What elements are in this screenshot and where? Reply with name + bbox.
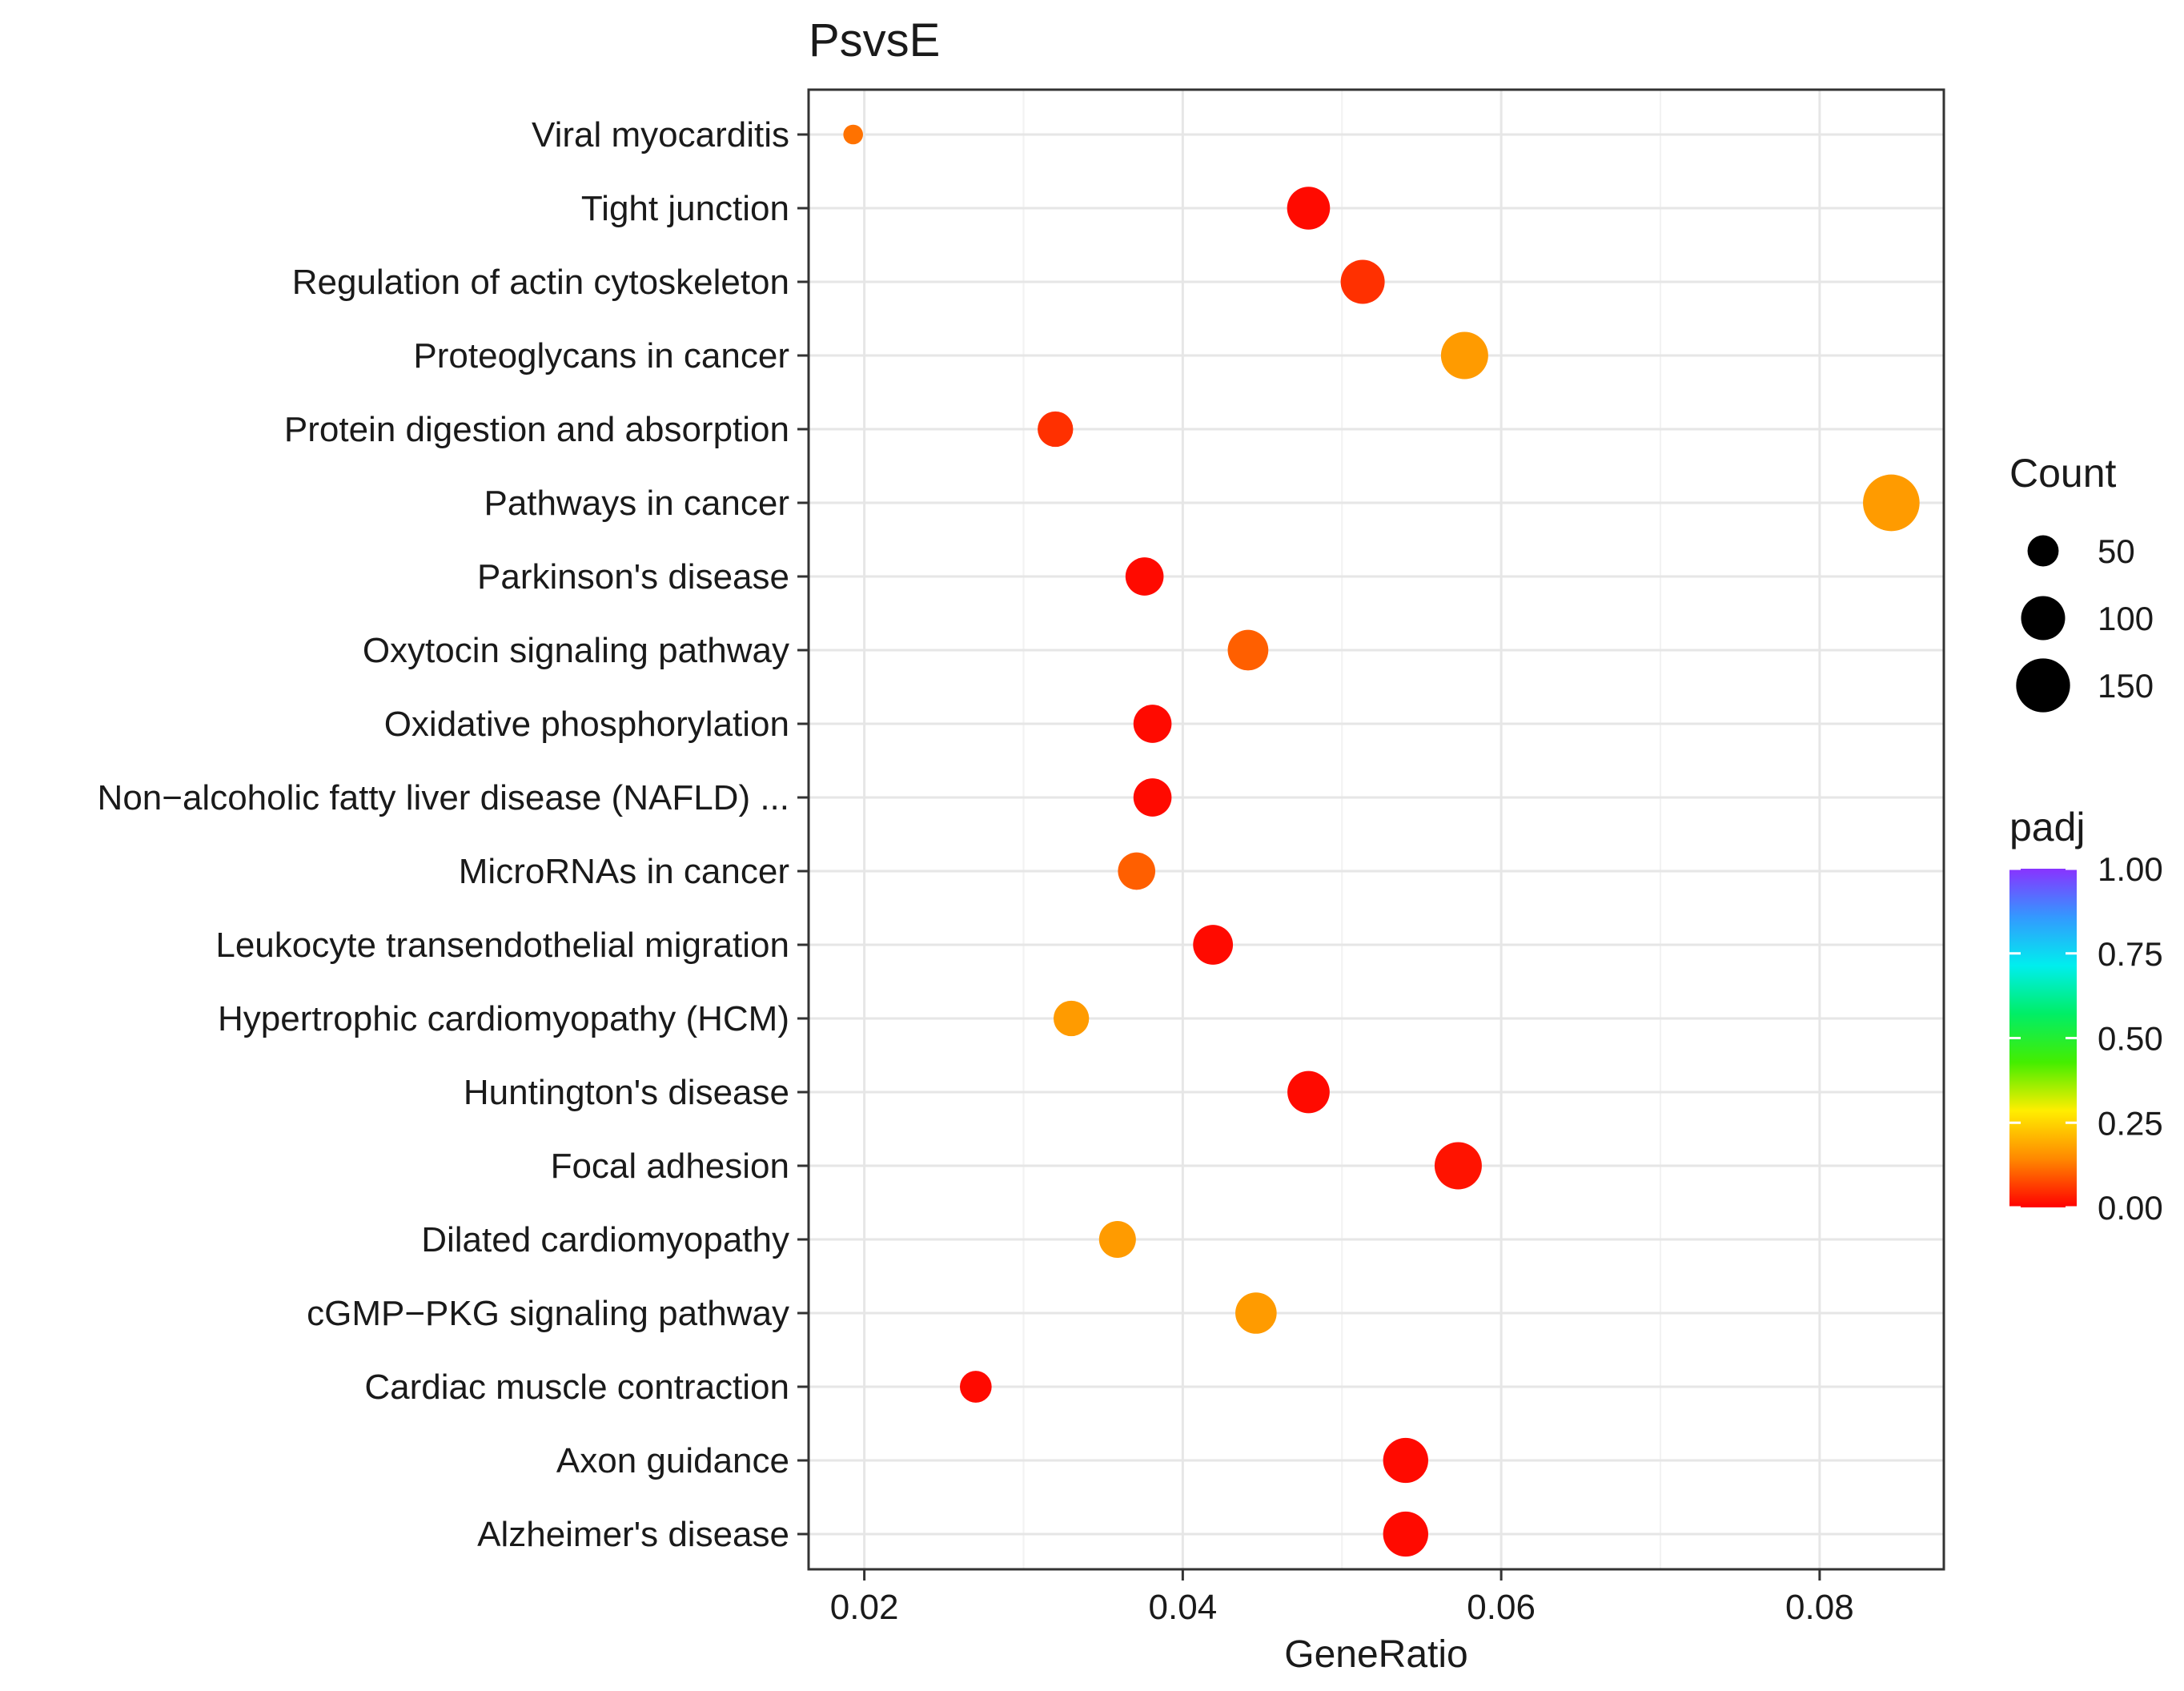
- y-tick-label: Protein digestion and absorption: [284, 410, 789, 449]
- size-legend-key: [2027, 535, 2059, 567]
- y-tick-label: Non−alcoholic fatty liver disease (NAFLD…: [98, 778, 789, 817]
- color-legend-title: padj: [2009, 805, 2086, 850]
- data-point: [1193, 925, 1234, 965]
- data-point: [959, 1371, 992, 1403]
- data-point: [1440, 331, 1488, 380]
- data-point: [1287, 1070, 1330, 1114]
- size-legend-title: Count: [2009, 451, 2117, 496]
- data-point: [1053, 1000, 1090, 1037]
- y-axis: Viral myocarditis Tight junction Regulatio…: [98, 115, 809, 1554]
- y-tick-label: Parkinson's disease: [477, 557, 789, 596]
- x-tick-label: 0.04: [1149, 1588, 1218, 1627]
- data-point: [1133, 778, 1172, 817]
- y-tick-label: Regulation of actin cytoskeleton: [292, 263, 789, 302]
- colorbar-label: 1.00: [2098, 850, 2163, 888]
- data-point: [843, 124, 863, 145]
- data-point: [1038, 411, 1074, 448]
- x-axis: 0.02 0.04 0.06 0.08: [830, 1569, 1854, 1627]
- y-tick-label: Dilated cardiomyopathy: [421, 1220, 789, 1259]
- y-tick-label: cGMP−PKG signaling pathway: [307, 1294, 789, 1333]
- colorbar-label: 0.00: [2098, 1189, 2163, 1227]
- data-point: [1863, 474, 1920, 532]
- y-tick-label: Hypertrophic cardiomyopathy (HCM): [218, 999, 789, 1038]
- data-point: [1227, 629, 1269, 671]
- data-points: [843, 124, 1920, 1557]
- y-tick-label: Tight junction: [581, 189, 789, 228]
- size-legend: Count 50 100 150: [2009, 451, 2154, 713]
- y-tick-label: Huntington's disease: [464, 1073, 789, 1112]
- size-legend-key: [2021, 596, 2066, 641]
- x-tick-label: 0.08: [1785, 1588, 1854, 1627]
- y-tick-label: Proteoglycans in cancer: [413, 336, 789, 376]
- y-tick-label: MicroRNAs in cancer: [459, 852, 789, 891]
- data-point: [1235, 1292, 1277, 1334]
- y-tick-label: Axon guidance: [556, 1441, 789, 1480]
- x-axis-label: GeneRatio: [1284, 1633, 1467, 1676]
- data-point: [1287, 187, 1331, 230]
- chart-title: PsvsE: [809, 14, 940, 66]
- size-legend-label: 100: [2098, 600, 2154, 637]
- grid-lines-x: [863, 90, 1821, 1569]
- plot-panel: [809, 90, 1944, 1569]
- colorbar-label: 0.75: [2098, 935, 2163, 973]
- colorbar-label: 0.50: [2098, 1020, 2163, 1058]
- y-tick-label: Focal adhesion: [551, 1147, 789, 1186]
- plot-panel-border: [807, 88, 1945, 1571]
- data-point: [1098, 1220, 1136, 1259]
- size-legend-label: 150: [2098, 667, 2154, 705]
- data-point: [1383, 1511, 1428, 1557]
- data-point: [1340, 259, 1385, 304]
- y-tick-label: Oxytocin signaling pathway: [363, 631, 789, 670]
- colorbar-label: 0.25: [2098, 1104, 2163, 1142]
- color-legend: padj 1.00 0.75 0.50 0.25 0.00: [2009, 805, 2163, 1227]
- size-legend-key: [2016, 658, 2070, 713]
- y-tick-label: Oxidative phosphorylation: [384, 705, 789, 744]
- x-tick-label: 0.06: [1467, 1588, 1536, 1627]
- size-legend-label: 50: [2098, 532, 2135, 570]
- data-point: [1118, 852, 1156, 890]
- x-tick-label: 0.02: [830, 1588, 899, 1627]
- data-point: [1133, 705, 1172, 743]
- y-tick-label: Viral myocarditis: [532, 115, 789, 155]
- y-tick-label: Pathways in cancer: [484, 484, 789, 523]
- data-point: [1383, 1437, 1428, 1484]
- data-point: [1125, 557, 1164, 596]
- data-point: [1434, 1142, 1482, 1190]
- y-tick-label: Leukocyte transendothelial migration: [215, 926, 789, 965]
- y-tick-label: Alzheimer's disease: [477, 1515, 789, 1554]
- y-tick-label: Cardiac muscle contraction: [364, 1368, 789, 1407]
